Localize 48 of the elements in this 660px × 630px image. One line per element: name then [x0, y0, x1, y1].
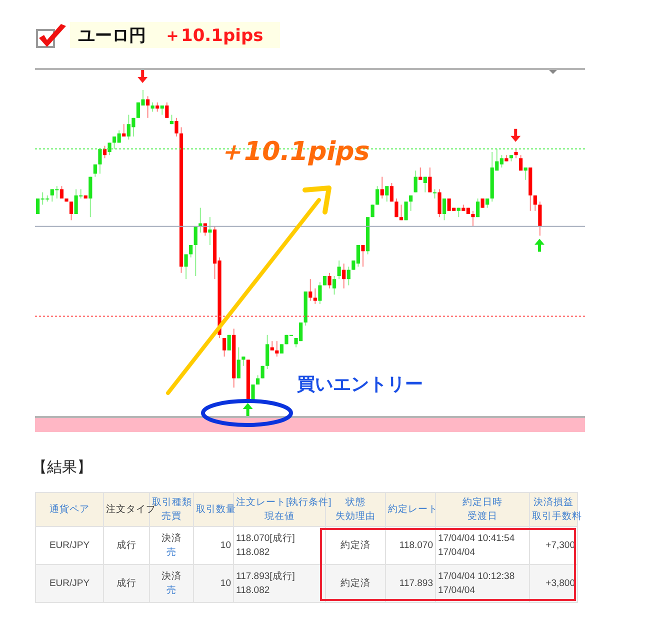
annotation: ＋10.1pips — [218, 137, 370, 167]
text: EUR/JPY — [48, 538, 91, 552]
chart-subtitle: ＋10.1pips — [164, 24, 264, 46]
text: 通貨ペア — [48, 502, 90, 516]
candlestick — [370, 204, 374, 218]
text: 取引手数料 — [532, 510, 582, 524]
text: 17/04/04 — [438, 546, 476, 560]
candlestick — [480, 198, 484, 208]
text: EUR/JPY — [48, 576, 91, 590]
candlestick — [322, 276, 327, 286]
text: 10 — [219, 576, 231, 590]
text: 118.070 — [398, 538, 433, 552]
text: 注文レート[執行条件] — [236, 496, 332, 510]
text: 売 — [166, 584, 178, 598]
text: 17/04/04 10:41:54 — [438, 532, 516, 546]
annotation: 買いエントリー — [296, 374, 423, 395]
text: 17/04/04 — [438, 584, 476, 598]
text: 成行 — [116, 538, 138, 552]
candlestick — [260, 365, 264, 379]
text: 決済 — [160, 570, 182, 584]
text: 決済 — [160, 532, 182, 546]
text: 約定済 — [340, 538, 372, 552]
chart-title: ユーロ円 — [78, 24, 146, 46]
text: 118.082 — [236, 584, 271, 598]
text: 受渡日 — [466, 510, 498, 524]
text: 約定済 — [340, 576, 372, 590]
candlestick — [404, 201, 408, 221]
text: 売 — [166, 546, 178, 560]
text: 117.893[成行] — [236, 570, 296, 584]
text: 決済損益 — [532, 496, 574, 510]
text: 118.070[成行] — [236, 532, 296, 546]
text: 10 — [219, 538, 231, 552]
text: 約定レート — [388, 502, 438, 516]
text: 17/04/04 10:12:38 — [438, 570, 516, 584]
text: 約定日時 — [462, 496, 504, 510]
text: +3,800 — [544, 576, 575, 590]
candlestick — [227, 334, 231, 351]
text: 売買 — [162, 510, 182, 522]
candlestick — [251, 384, 255, 400]
text: +7,300 — [544, 538, 575, 552]
text: 118.082 — [236, 546, 271, 560]
text: 失効理由 — [334, 510, 376, 524]
text: 状態 — [346, 496, 366, 508]
text: 成行 — [116, 576, 138, 590]
text: 現在値 — [264, 510, 296, 524]
text: 取引数量 — [196, 502, 236, 516]
text: 117.893 — [398, 576, 433, 590]
text: 【結果】 — [32, 458, 92, 477]
